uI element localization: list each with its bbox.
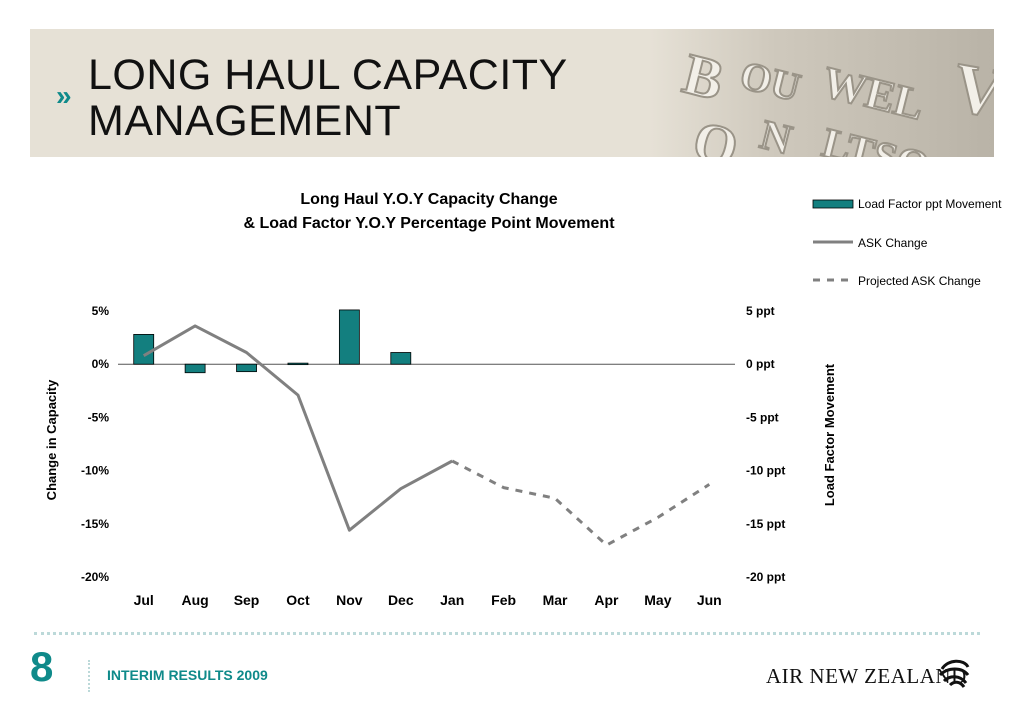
left-tick-label: -10% (81, 464, 109, 478)
x-tick-label: Dec (388, 592, 414, 608)
right-axis-title: Load Factor Movement (822, 363, 837, 506)
left-tick-label: -20% (81, 570, 109, 584)
right-tick-label: -5 ppt (746, 410, 779, 424)
left-tick-label: 0% (92, 357, 110, 371)
chart-title-line-1: Long Haul Y.O.Y Capacity Change (300, 191, 557, 208)
left-tick-label: -5% (88, 410, 110, 424)
slide-title: LONG HAUL CAPACITY MANAGEMENT (88, 52, 568, 144)
x-tick-label: Sep (234, 592, 260, 608)
slide-title-line-1: LONG HAUL CAPACITY (88, 51, 568, 99)
load-factor-bar (287, 362, 309, 366)
load-factor-bar (390, 352, 412, 365)
x-tick-label: Jul (134, 592, 154, 608)
right-tick-label: -15 ppt (746, 517, 785, 531)
load-factor-bar (236, 363, 257, 373)
footer-divider (34, 632, 980, 635)
left-axis-title: Change in Capacity (44, 379, 59, 500)
footer-separator (88, 660, 90, 692)
double-chevron-right-icon: » (56, 80, 72, 111)
right-tick-label: 5 ppt (746, 304, 775, 318)
legend-label: Load Factor ppt Movement (858, 197, 1002, 211)
right-tick-label: -20 ppt (746, 570, 785, 584)
x-tick-label: Jan (440, 592, 464, 608)
right-tick-label: 0 ppt (746, 357, 775, 371)
x-tick-label: Feb (491, 592, 516, 608)
right-tick-label: -10 ppt (746, 464, 785, 478)
legend-swatch-bar (812, 199, 854, 209)
left-tick-label: -15% (81, 517, 109, 531)
koru-logo-icon (938, 659, 970, 688)
legend-label: Projected ASK Change (858, 274, 981, 288)
header-photo-lettering: B OU WEL O N LTSO V (650, 29, 994, 157)
chart-title-line-2: & Load Factor Y.O.Y Percentage Point Mov… (243, 215, 615, 232)
brand-name: AIR NEW ZEALAND (766, 664, 967, 688)
header-band: B OU WEL O N LTSO V (30, 29, 994, 157)
x-tick-label: Nov (336, 592, 363, 608)
projected-ask-change-line (451, 459, 711, 547)
legend-label: ASK Change (858, 236, 928, 250)
load-factor-bar (338, 309, 360, 365)
x-tick-label: Apr (594, 592, 619, 608)
x-tick-label: May (644, 592, 671, 608)
left-tick-label: 5% (92, 304, 110, 318)
footer-title: INTERIM RESULTS 2009 (107, 667, 268, 683)
slide-title-line-2: MANAGEMENT (88, 97, 402, 145)
ask-change-line (142, 324, 453, 532)
x-tick-label: Jun (697, 592, 722, 608)
x-tick-label: Mar (543, 592, 568, 608)
load-factor-bar (133, 334, 155, 365)
x-tick-label: Aug (182, 592, 209, 608)
page-number: 8 (30, 643, 54, 690)
load-factor-bar (184, 363, 206, 374)
x-tick-label: Oct (286, 592, 310, 608)
